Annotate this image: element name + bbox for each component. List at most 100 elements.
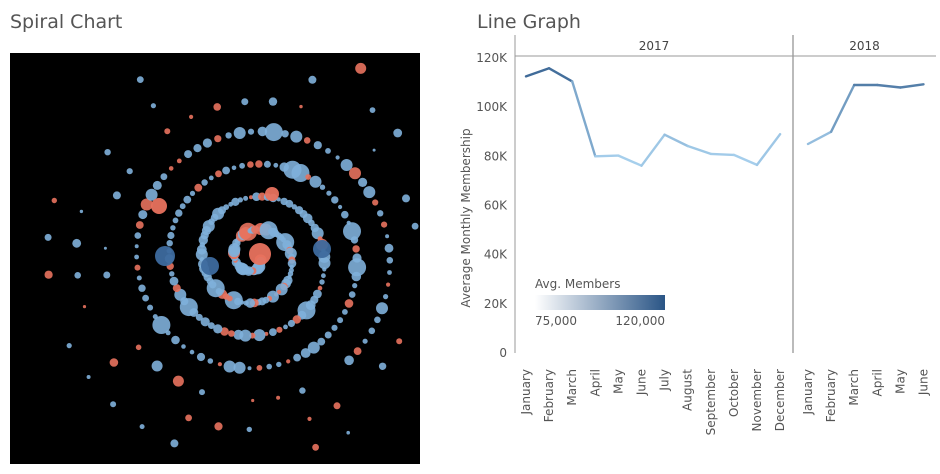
spiral-dot [138, 284, 146, 292]
spiral-dot [378, 362, 387, 370]
line-graph-title: Line Graph [477, 11, 581, 33]
spiral-chart-title: Spiral Chart [10, 11, 123, 33]
spiral-dot [200, 317, 210, 327]
spiral-dot [255, 160, 263, 168]
spiral-dot [110, 401, 117, 408]
y-tick-label: 0 [499, 346, 507, 360]
spiral-dot [199, 389, 205, 396]
spiral-dot [344, 299, 354, 308]
spiral-dot [369, 107, 376, 113]
line-graph: Average Monthly Membership 0 20K 40K 60K 80K 1… [459, 35, 936, 435]
spiral-dot [317, 337, 326, 346]
spiral-dot [172, 217, 179, 224]
spiral-dot [138, 210, 148, 220]
spiral-dot [376, 302, 388, 315]
spiral-dot [335, 155, 340, 160]
spiral-dot [208, 175, 214, 181]
spiral-dot [285, 199, 294, 208]
spiral-dot [179, 203, 186, 210]
line-segment-2017 [663, 133, 689, 148]
spiral-dot [352, 245, 360, 253]
spiral-dot [333, 402, 341, 410]
spiral-dot [324, 331, 332, 339]
spiral-dot [189, 349, 195, 355]
spiral-dot [136, 275, 142, 281]
spiral-dot [66, 343, 72, 349]
spiral-dot [385, 234, 390, 239]
spiral-dot [208, 322, 215, 329]
spiral-dot [222, 166, 231, 175]
x-tick-label: December [773, 369, 787, 431]
spiral-dot [214, 135, 222, 143]
spiral-dot [322, 267, 327, 272]
spiral-dot [372, 148, 376, 152]
spiral-dot [135, 221, 144, 229]
line-segment-2017 [594, 154, 620, 158]
spiral-dot [349, 167, 361, 180]
x-tick-label: April [870, 369, 884, 396]
spiral-dot [411, 222, 419, 230]
spiral-dot [256, 365, 263, 371]
spiral-dot [171, 335, 180, 345]
x-tick-label: April [588, 369, 602, 396]
spiral-dot [292, 315, 301, 324]
spiral-dot [145, 188, 158, 201]
spiral-dot [247, 161, 254, 168]
spiral-dot [44, 233, 52, 241]
spiral-dot [86, 375, 91, 379]
spiral-dot [134, 244, 139, 249]
spiral-dot [151, 360, 163, 372]
y-tick-label: 120K [476, 51, 508, 65]
spiral-dot [225, 132, 232, 139]
x-tick-label: November [750, 369, 764, 431]
spiral-dot [276, 395, 281, 400]
line-segment-2017 [709, 152, 736, 157]
spiral-dot [386, 282, 391, 287]
spiral-dot [196, 244, 207, 255]
spiral-dot [309, 175, 322, 188]
spiral-dot [249, 195, 253, 200]
line-segment-2017 [547, 67, 574, 83]
spiral-dot [195, 313, 203, 321]
spiral-dot [136, 76, 144, 83]
y-tick-label: 100K [476, 100, 508, 114]
spiral-dot [139, 424, 145, 430]
spiral-dot [273, 162, 279, 168]
y-axis-label: Average Monthly Membership [459, 128, 473, 307]
spiral-dot [193, 144, 202, 153]
line-segment-2017 [570, 80, 597, 158]
spiral-dot [383, 294, 389, 300]
line-segment-2017 [686, 144, 713, 156]
y-tick-label: 20K [484, 297, 508, 311]
spiral-dot [319, 184, 326, 190]
spiral-dot [276, 326, 283, 333]
spiral-dot [313, 240, 331, 258]
spiral-dot [384, 243, 394, 253]
line-segment-2018 [876, 83, 902, 89]
spiral-dot [169, 271, 175, 277]
spiral-dot [318, 257, 331, 270]
spiral-dot [286, 359, 291, 364]
spiral-dot [170, 225, 176, 231]
spiral-dot [265, 187, 279, 201]
spiral-dot [201, 257, 219, 275]
spiral-dot [342, 309, 348, 315]
spiral-dot [103, 246, 107, 250]
spiral-dot [299, 104, 303, 109]
spiral-dot [269, 328, 277, 336]
spiral-dot [290, 130, 303, 143]
spiral-dot [181, 344, 186, 349]
spiral-dot [194, 183, 203, 192]
spiral-dot [172, 375, 184, 387]
spiral-dot [340, 159, 353, 171]
spiral-dot [214, 422, 223, 431]
x-tick-label: January [519, 369, 533, 416]
spiral-dot [239, 162, 246, 169]
x-tick-label: July [658, 369, 672, 392]
spiral-dot [185, 414, 193, 422]
spiral-dot [243, 195, 249, 201]
spiral-dot [253, 329, 266, 342]
spiral-dot [160, 173, 168, 181]
spiral-dot [341, 210, 349, 219]
spiral-dot [155, 246, 175, 266]
